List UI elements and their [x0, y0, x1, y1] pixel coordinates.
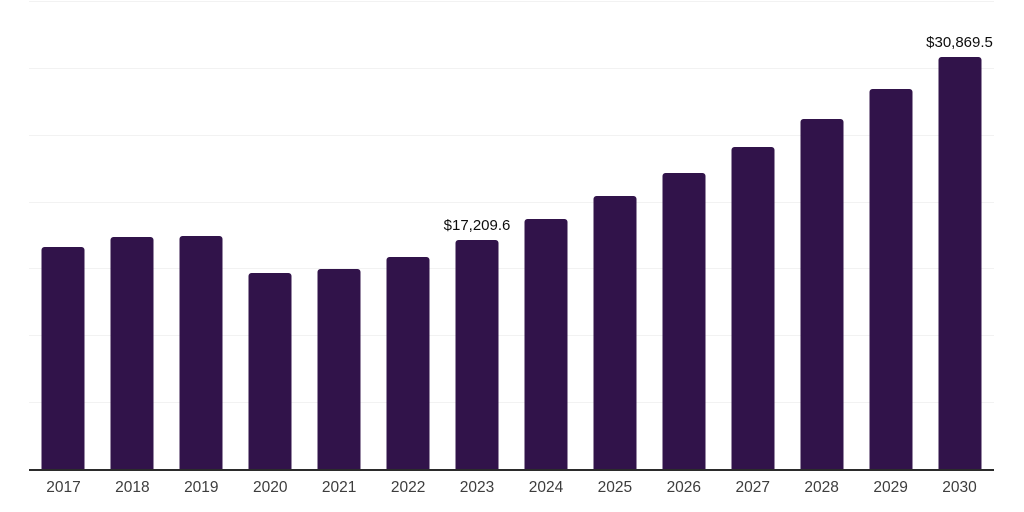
- x-tick-label-2021: 2021: [321, 479, 357, 496]
- gridline-20000: [29, 201, 994, 203]
- bar-band-2025: [580, 2, 649, 470]
- bar-2025: [593, 195, 637, 470]
- bar-band-2027: [718, 2, 787, 470]
- gridline-5000: [29, 402, 994, 404]
- x-tick-label-2029: 2029: [873, 479, 908, 496]
- bar-band-2029: [856, 2, 925, 470]
- bar-2017: [41, 247, 85, 470]
- gridline-10000: [29, 335, 994, 337]
- bar-2029: [869, 88, 913, 470]
- bar-band-2021: [305, 2, 374, 470]
- x-tick-label-2030: 2030: [942, 479, 977, 496]
- x-tick-label-2028: 2028: [804, 479, 839, 496]
- bar-2019: [179, 235, 223, 470]
- bar-band-2019: [167, 2, 236, 470]
- bar-2023: [455, 239, 499, 470]
- x-tick-label-2020: 2020: [253, 479, 288, 496]
- bar-band-2023: $17,209.6: [443, 2, 512, 470]
- bar-band-2028: [787, 2, 856, 470]
- bar-band-2026: [649, 2, 718, 470]
- gridline-15000: [29, 268, 994, 270]
- bar-2024: [524, 219, 568, 470]
- x-axis-tick-labels: 2017 2018 2019 2020 2021 2022 2023 2024 2025 2026…: [29, 479, 994, 501]
- bar-band-2020: [236, 2, 305, 470]
- x-tick-label-2024: 2024: [528, 479, 564, 496]
- data-label-2023: $17,209.6: [443, 216, 511, 234]
- bar-2027: [731, 146, 775, 470]
- x-axis-line: [29, 469, 994, 471]
- bar-2018: [110, 236, 154, 470]
- x-tick-label-2019: 2019: [184, 479, 219, 496]
- x-tick-label-2023: 2023: [459, 479, 495, 496]
- data-label-2030: $30,869.5: [926, 34, 993, 52]
- x-tick-label-2022: 2022: [390, 479, 426, 496]
- bar-band-2018: [98, 2, 167, 470]
- x-tick-label-2026: 2026: [666, 479, 702, 496]
- x-tick-label-2025: 2025: [597, 479, 633, 496]
- gridline-35000: [29, 1, 994, 2]
- bar-2020: [248, 273, 292, 470]
- bar-band-2022: [374, 2, 443, 470]
- bar-2030: [938, 57, 982, 470]
- bar-band-2030: $30,869.5: [925, 2, 994, 470]
- x-tick-label-2018: 2018: [115, 479, 150, 496]
- bar-2028: [800, 118, 844, 470]
- bar-band-2017: [29, 2, 98, 470]
- bar-2022: [386, 257, 430, 470]
- bar-2026: [662, 172, 706, 470]
- gridline-25000: [29, 134, 994, 136]
- plot-area: $17,209.6 $30,869.5: [29, 1, 994, 471]
- bar-2021: [317, 269, 361, 470]
- gridline-30000: [29, 67, 994, 69]
- bar-band-2024: [512, 2, 581, 470]
- x-tick-label-2027: 2027: [735, 479, 770, 496]
- x-tick-label-2017: 2017: [46, 479, 81, 496]
